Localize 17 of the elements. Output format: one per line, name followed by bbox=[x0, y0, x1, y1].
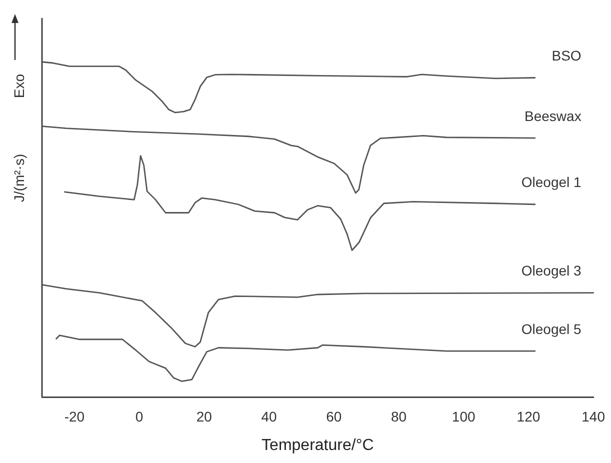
x-tick-label: 80 bbox=[390, 408, 407, 424]
x-tick-label: 0 bbox=[135, 408, 144, 424]
x-tick-label: 40 bbox=[261, 408, 278, 424]
series-label: Oleogel 1 bbox=[521, 174, 582, 190]
y-axis-title: J/(m²·s) bbox=[10, 154, 27, 202]
x-tick-label: 60 bbox=[326, 408, 342, 424]
x-tick-label: 140 bbox=[582, 408, 606, 424]
series-label: BSO bbox=[552, 48, 582, 64]
x-tick-label: 20 bbox=[196, 408, 212, 424]
x-tick-label: 100 bbox=[452, 408, 476, 424]
x-tick-label: -20 bbox=[64, 408, 85, 424]
series-label: Beeswax bbox=[524, 108, 582, 124]
series-label: Oleogel 3 bbox=[521, 262, 582, 279]
text: Exo bbox=[10, 74, 27, 98]
series-label: Oleogel 5 bbox=[521, 320, 582, 337]
x-tick-label: 120 bbox=[516, 408, 540, 424]
x-axis-title: Temperature/°C bbox=[262, 436, 374, 454]
